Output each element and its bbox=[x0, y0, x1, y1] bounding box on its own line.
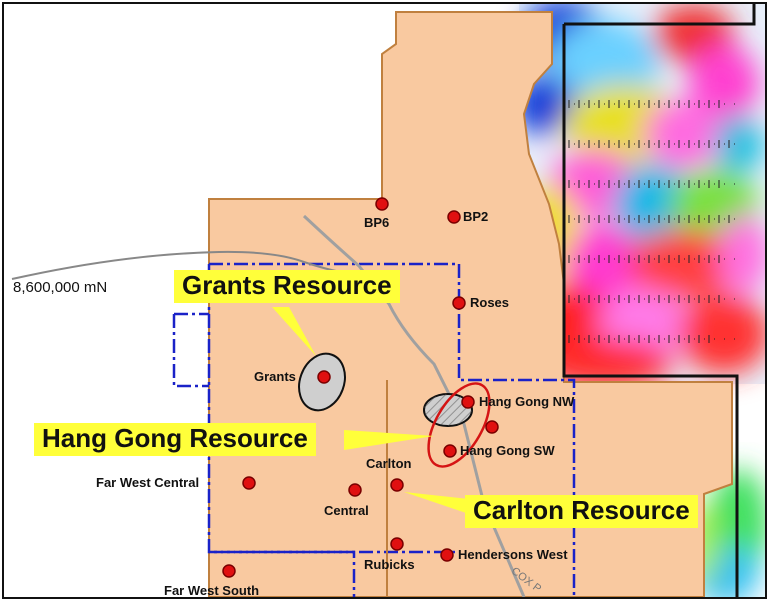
label-hang-gong-sw: Hang Gong SW bbox=[460, 443, 555, 458]
dot-hendersons-west bbox=[440, 548, 454, 562]
label-hang-gong-nw: Hang Gong NW bbox=[479, 394, 575, 409]
label-roses: Roses bbox=[470, 295, 510, 310]
carlton-resource-callout: Carlton Resource bbox=[465, 495, 698, 529]
northing-line bbox=[11, 250, 355, 280]
label-hendersons-west: Hendersons West bbox=[458, 547, 568, 562]
dot-hang-gong-nw-2 bbox=[485, 420, 499, 434]
label-bp2: BP2 bbox=[463, 209, 489, 224]
dot-rubicks bbox=[390, 537, 404, 551]
dot-bp6 bbox=[375, 197, 389, 211]
northing-label: 8,600,000 mN bbox=[13, 279, 108, 296]
label-bp6: BP6 bbox=[364, 215, 390, 230]
label-far-west-south: Far West South bbox=[164, 583, 260, 598]
hang-gong-callout-pointer bbox=[344, 430, 434, 450]
dot-carlton bbox=[390, 478, 404, 492]
grants-resource-callout: Grants Resource bbox=[174, 270, 400, 304]
road-line bbox=[302, 214, 526, 597]
dot-bp2 bbox=[447, 210, 461, 224]
label-rubicks: Rubicks bbox=[364, 557, 415, 572]
dot-far-west-central bbox=[242, 476, 256, 490]
dot-grants bbox=[317, 370, 331, 384]
tenement-outline-black bbox=[562, 4, 756, 597]
dot-hang-gong-nw bbox=[461, 395, 475, 409]
map-canvas bbox=[4, 4, 765, 597]
hang-gong-red-outline bbox=[427, 382, 491, 468]
carlton-callout-pointer bbox=[404, 492, 469, 514]
label-central: Central bbox=[324, 503, 369, 518]
label-far-west-central: Far West Central bbox=[96, 475, 200, 490]
dot-roses bbox=[452, 296, 466, 310]
grants-callout-pointer bbox=[272, 307, 316, 356]
tenement-area bbox=[208, 11, 733, 597]
label-grants: Grants bbox=[254, 369, 296, 384]
hang-gong-resource-callout: Hang Gong Resource bbox=[34, 423, 316, 457]
dot-hang-gong-sw bbox=[443, 444, 457, 458]
licence-boundary bbox=[172, 262, 576, 597]
dot-central bbox=[348, 483, 362, 497]
label-carlton: Carlton bbox=[366, 456, 412, 471]
dot-far-west-south bbox=[222, 564, 236, 578]
